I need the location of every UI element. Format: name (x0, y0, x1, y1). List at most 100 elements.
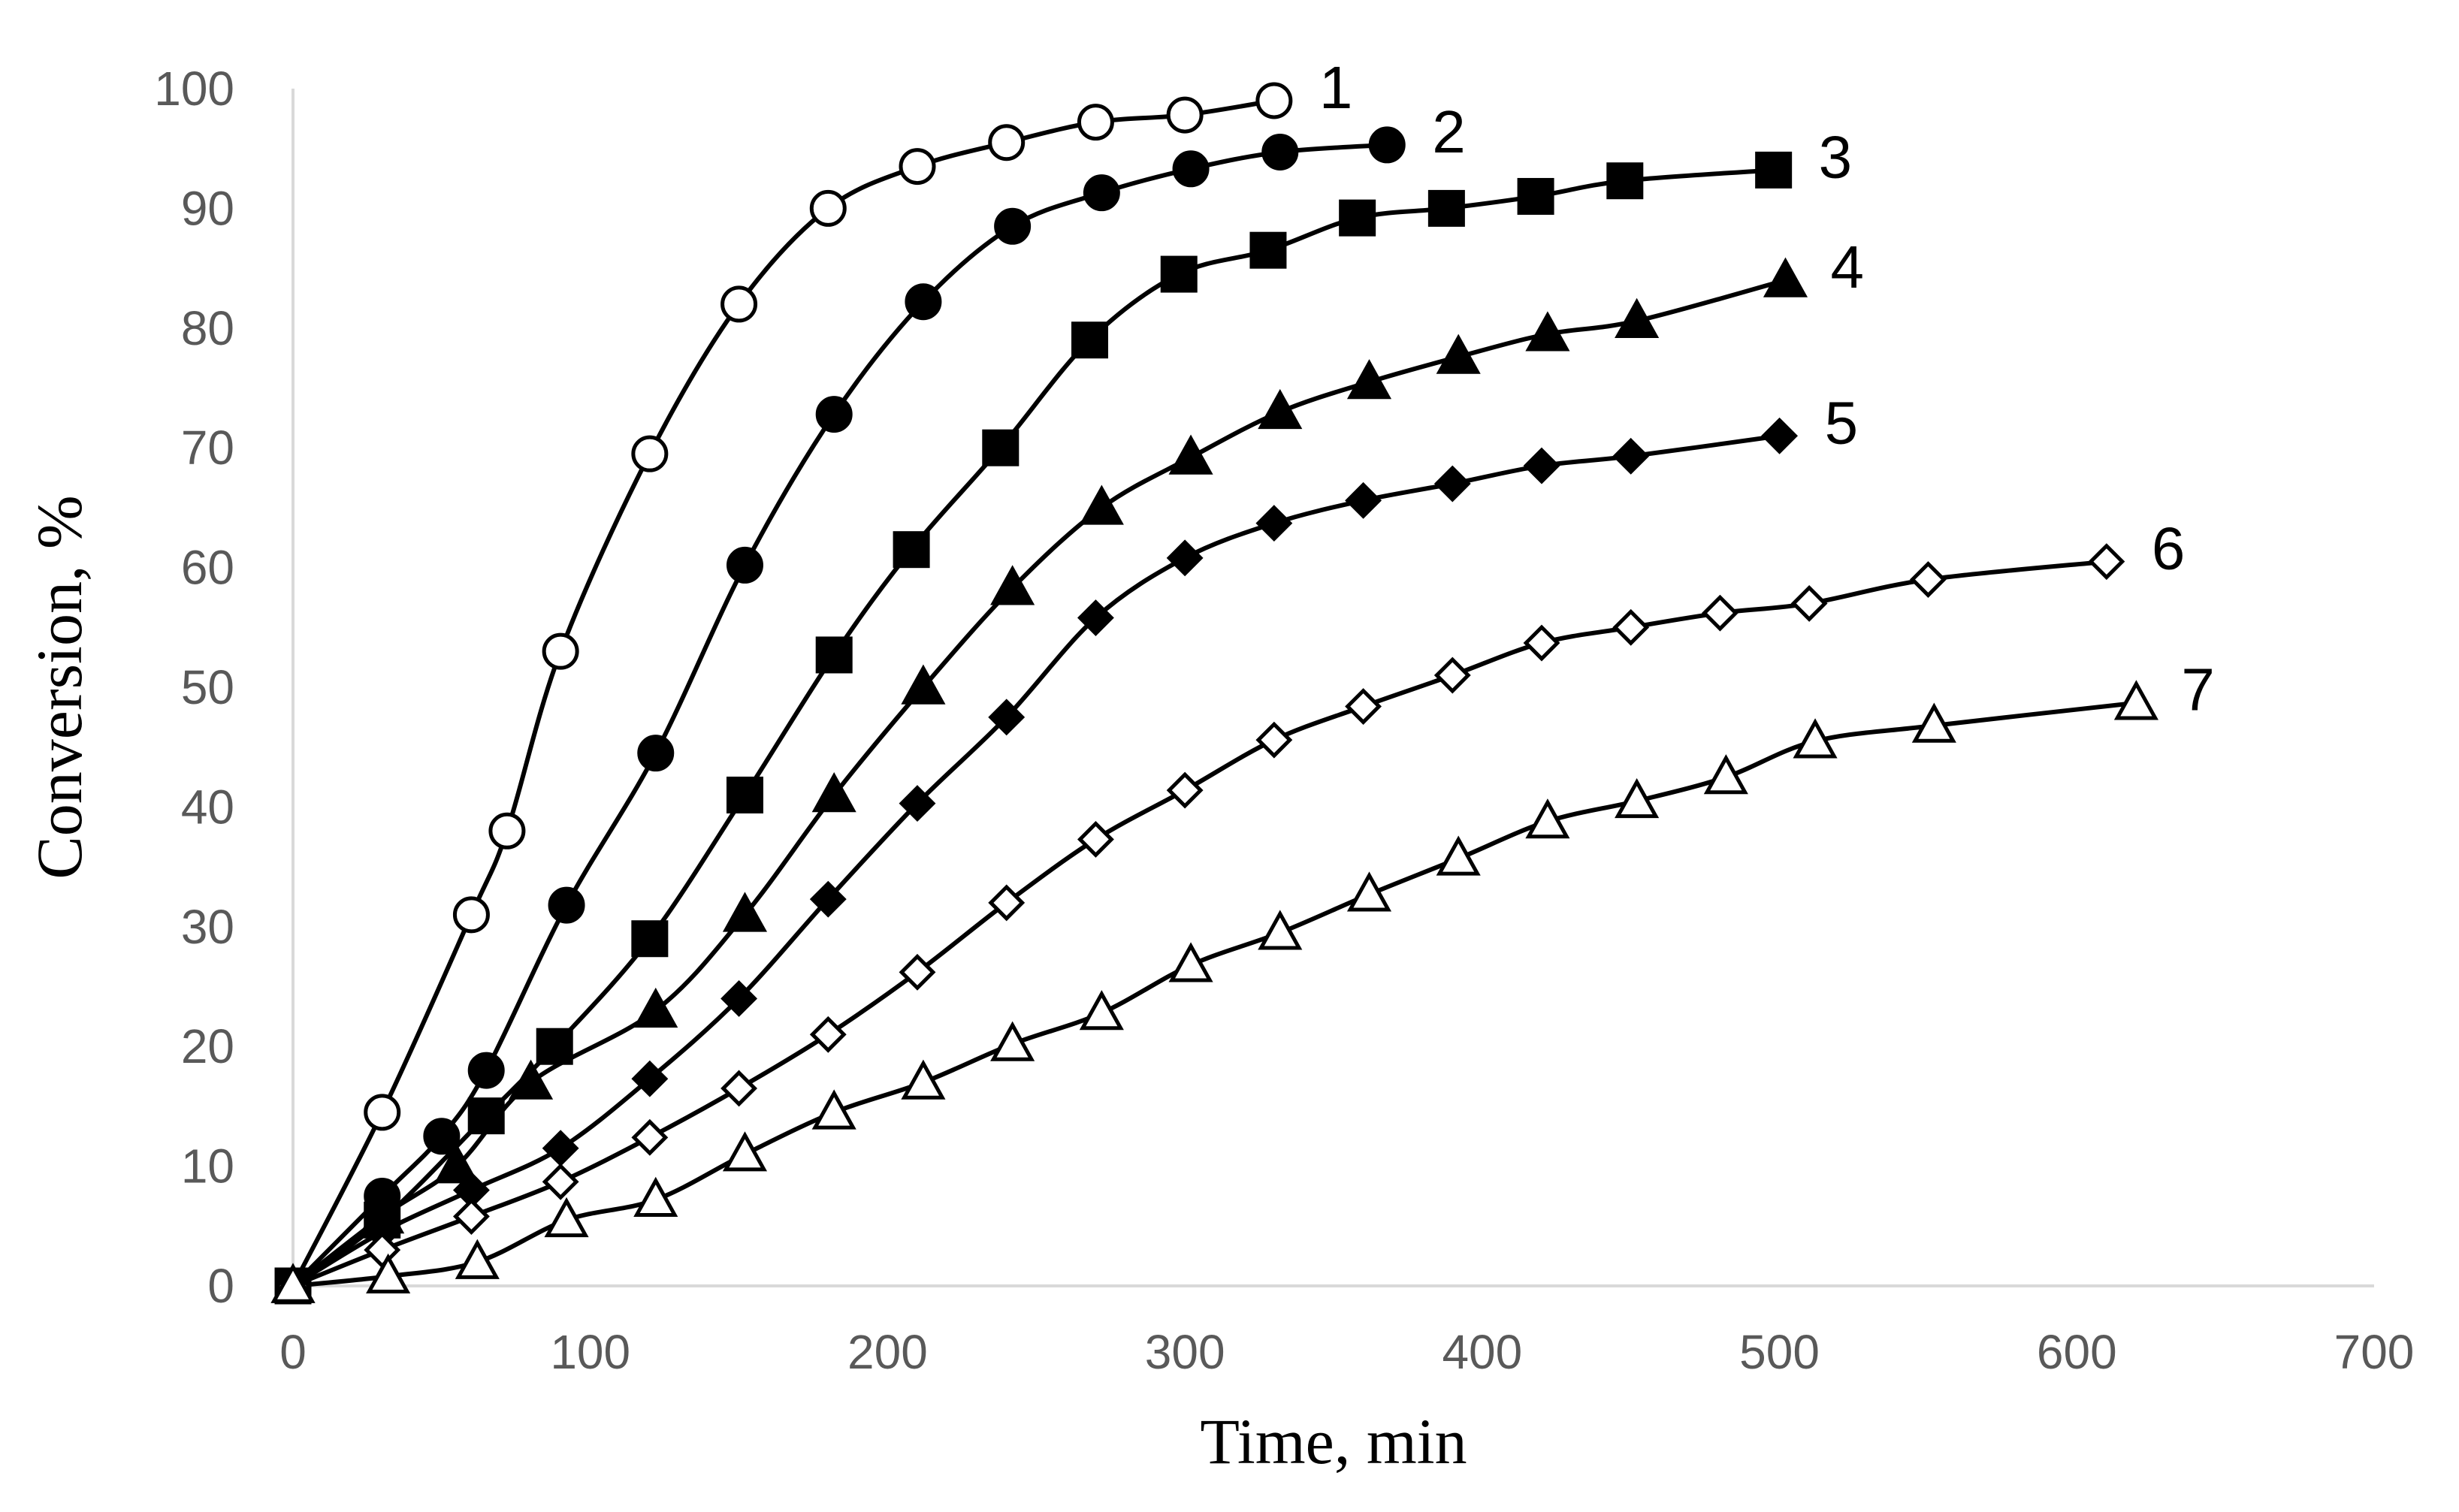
series-6-point (720, 1070, 758, 1107)
y-tick-label: 20 (181, 1019, 234, 1073)
series-7-curve (292, 700, 2137, 1288)
y-tick-label: 10 (181, 1139, 234, 1194)
series-7-point (1346, 871, 1392, 912)
series-5-label: 5 (1825, 389, 1859, 456)
series-6-point (1255, 721, 1293, 759)
series-4-point (901, 664, 946, 705)
series-6-label: 6 (2152, 515, 2186, 582)
x-axis-title: Time, min (1200, 1405, 1467, 1477)
series-3-point (1517, 177, 1554, 215)
series-4-label: 4 (1830, 234, 1864, 300)
series-6-point (1523, 624, 1560, 662)
series-6-point (1077, 821, 1114, 858)
series-2-point (637, 735, 675, 772)
x-tick-labels: 0 100 200 300 400 500 600 700 (279, 1325, 2414, 1379)
x-tick-label: 700 (2334, 1325, 2415, 1379)
series-2-point (1172, 150, 1210, 188)
x-tick-label: 400 (1442, 1325, 1522, 1379)
series-6-point (1166, 771, 1204, 809)
series-3-label: 3 (1819, 123, 1853, 190)
series-5-point (899, 785, 936, 822)
series-3-point (893, 531, 930, 569)
series-4-point (434, 1143, 479, 1184)
y-tick-label: 40 (181, 780, 234, 834)
series-7-point (544, 1197, 589, 1238)
series-7-point (633, 1176, 678, 1217)
series-2-point (994, 207, 1032, 245)
series-2-point (423, 1118, 461, 1155)
series-4-point (990, 565, 1035, 605)
x-tick-label: 0 (279, 1325, 307, 1379)
series-5-point (1077, 599, 1114, 636)
series-5-point (1612, 437, 1650, 475)
series-5-point (1166, 539, 1204, 577)
series-7-point (1911, 702, 1956, 743)
y-tick-label: 30 (181, 900, 234, 954)
series-2-point (1368, 126, 1406, 164)
series-6-point (542, 1163, 579, 1200)
series-1-point (1077, 104, 1114, 141)
series-2-point (1083, 174, 1120, 212)
series-3-point (1339, 199, 1376, 237)
series-3-point (815, 636, 853, 674)
series-2-curve (291, 142, 1388, 1288)
series-labels: 1 2 3 4 5 6 7 (1319, 54, 2215, 723)
series-3-point (1071, 321, 1109, 359)
series-5-point (988, 699, 1026, 736)
x-tick-label: 600 (2037, 1325, 2117, 1379)
series-3-point (1606, 162, 1644, 200)
series-7-point (1168, 942, 1213, 982)
y-tick-label: 0 (207, 1259, 234, 1313)
series-3-point (467, 1097, 505, 1135)
series-4-point (1436, 333, 1481, 374)
series-1-point (364, 1094, 401, 1131)
y-tick-label: 80 (181, 301, 234, 355)
series-4-point (811, 772, 856, 813)
series-1-point (452, 896, 490, 934)
series-4-point (633, 987, 678, 1028)
x-tick-label: 200 (847, 1325, 928, 1379)
y-tick-label: 70 (181, 421, 234, 475)
series-6-point (1790, 584, 1828, 622)
series-7-point (270, 1263, 316, 1303)
series-2-point (815, 396, 853, 433)
series-5-point (1255, 505, 1293, 542)
series-7-point (455, 1239, 500, 1279)
series-7-point (2113, 680, 2158, 720)
series-1-point (809, 189, 847, 227)
series-5-point (1433, 465, 1471, 502)
series-5-point (720, 980, 758, 1017)
series-4-point (1763, 257, 1808, 297)
series-1-point (1166, 96, 1204, 134)
series-4-point (1258, 388, 1303, 430)
series-7-point (1079, 990, 1124, 1031)
series-7-point (901, 1059, 946, 1100)
series-1-point (1255, 82, 1293, 119)
series-7-point (811, 1089, 856, 1130)
series-6-point (452, 1198, 490, 1235)
series-2-point (548, 886, 585, 924)
series-7-point (1703, 754, 1748, 795)
series-6-point (1433, 656, 1471, 694)
series-5-point (1345, 481, 1382, 519)
series-4-point (1346, 359, 1392, 400)
series-5-point (1523, 447, 1560, 484)
series-1-label: 1 (1319, 54, 1353, 121)
series-7-point (366, 1253, 411, 1293)
series-1-point (899, 148, 936, 186)
series-7-point (990, 1021, 1035, 1061)
x-tick-label: 500 (1739, 1325, 1820, 1379)
series-3-point (1755, 151, 1793, 189)
y-tick-labels: 0 10 20 30 40 50 60 70 80 90 100 (154, 62, 234, 1313)
series-4-point (1168, 434, 1213, 475)
y-tick-label: 60 (181, 541, 234, 595)
x-tick-label: 100 (550, 1325, 630, 1379)
series-6-point (1345, 688, 1382, 725)
series-4-point (722, 892, 768, 932)
series-markers (270, 82, 2158, 1305)
y-tick-label: 90 (181, 181, 234, 235)
series-5-point (809, 880, 847, 918)
x-tick-label: 300 (1145, 1325, 1225, 1379)
series-2-point (726, 546, 763, 584)
